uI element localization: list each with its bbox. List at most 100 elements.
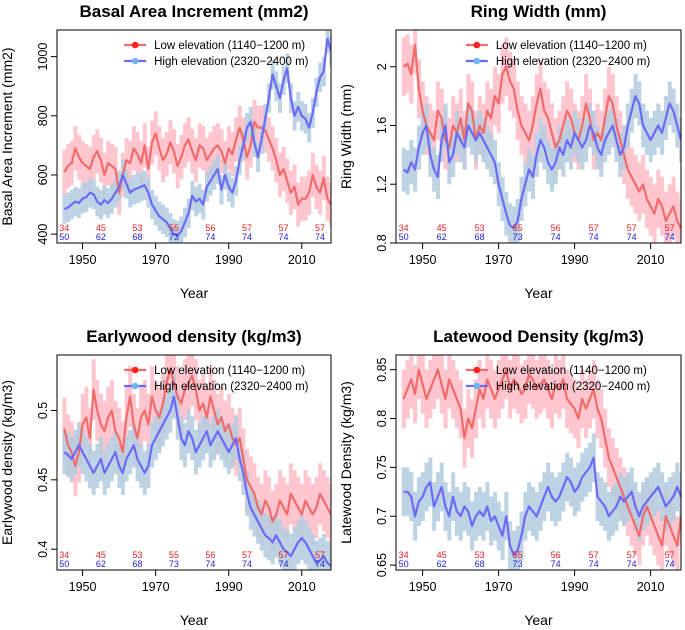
plot-data-group <box>401 30 681 243</box>
x-tick-label: 1990 <box>215 580 243 594</box>
series-line-low-elevation <box>402 43 681 229</box>
x-tick-label: 2010 <box>288 253 316 267</box>
legend-entry: High elevation (2320−2400 m) <box>496 56 651 68</box>
legend-entry: Low elevation (1140−1200 m) <box>154 40 305 52</box>
sample-count-low: 53 <box>475 223 485 233</box>
uncertainty-band-high <box>318 538 323 570</box>
sample-count-low: 53 <box>132 550 142 560</box>
sample-count-high: 74 <box>589 559 599 569</box>
sample-count-high: 73 <box>513 232 523 242</box>
sample-count-low: 45 <box>437 223 447 233</box>
x-tick-label: 1970 <box>485 580 513 594</box>
x-tick-label: 1990 <box>561 580 589 594</box>
x-tick-label: 1990 <box>215 253 243 267</box>
sample-count-high: 74 <box>589 232 599 242</box>
y-tick-label: 0.65 <box>375 553 389 577</box>
y-tick-label: 2 <box>375 63 389 70</box>
y-tick-label: 0.85 <box>375 357 389 381</box>
legend-entry: High elevation (2320−2400 m) <box>496 381 651 393</box>
sample-count-high: 73 <box>513 559 523 569</box>
sample-count-low: 34 <box>59 223 69 233</box>
sample-count-high: 50 <box>59 232 69 242</box>
sample-count-high: 50 <box>399 232 409 242</box>
panel-title: Earlywood density (kg/m3) <box>86 327 301 346</box>
x-tick-label: 2010 <box>637 253 665 267</box>
legend-entry: High elevation (2320−2400 m) <box>154 56 309 68</box>
x-tick-label: 1950 <box>69 253 97 267</box>
sample-count-low: 53 <box>475 550 485 560</box>
uncertainty-band-high <box>285 529 290 570</box>
uncertainty-band-low <box>527 355 532 404</box>
y-axis-label: Ring Width (mm) <box>338 84 354 189</box>
series-line-high-elevation <box>63 395 331 567</box>
sample-count-low: 56 <box>551 550 561 560</box>
legend-marker <box>131 57 139 65</box>
sample-count-high: 73 <box>169 559 179 569</box>
sample-count-low: 57 <box>278 223 288 233</box>
sample-count-high: 74 <box>278 232 288 242</box>
legend: Low elevation (1140−1200 m) High elevatio… <box>124 40 309 68</box>
sample-count-low: 57 <box>589 223 599 233</box>
uncertainty-band-high <box>329 543 331 570</box>
x-tick-label: 1990 <box>561 253 589 267</box>
uncertainty-band-low <box>504 355 509 399</box>
sample-count-high: 62 <box>96 559 106 569</box>
y-tick-label: 400 <box>36 224 50 245</box>
y-tick-label: 1.2 <box>375 176 389 193</box>
sample-count-low: 55 <box>513 223 523 233</box>
sample-count-low: 57 <box>589 550 599 560</box>
sample-count-low: 55 <box>513 550 523 560</box>
legend-entry: Low elevation (1140−1200 m) <box>496 365 647 377</box>
plot-frame <box>56 354 332 571</box>
x-tick-label: 1950 <box>69 580 97 594</box>
sample-count-high: 74 <box>665 559 675 569</box>
sample-count-high: 74 <box>205 559 215 569</box>
sample-count-high: 74 <box>315 559 325 569</box>
y-tick-label: 0.75 <box>375 455 389 479</box>
y-tick-label: 1000 <box>36 43 50 71</box>
series-line-low-elevation <box>63 120 331 206</box>
legend-marker <box>131 382 139 390</box>
x-tick-label: 1970 <box>485 253 513 267</box>
plot-frame <box>395 354 682 571</box>
sample-count-low: 53 <box>132 223 142 233</box>
uncertainty-band-high <box>175 220 180 243</box>
uncertainty-band-high <box>511 530 516 570</box>
sample-count-low: 45 <box>96 550 106 560</box>
sample-count-high: 62 <box>96 232 106 242</box>
y-tick-label: 0.7 <box>375 508 389 525</box>
series-line-high-elevation <box>63 37 331 237</box>
sample-counts: 34 45 53 55 56 57 57 57 50 62 68 73 74 74 74 74 <box>399 550 675 569</box>
legend-entry: Low elevation (1140−1200 m) <box>154 365 305 377</box>
plot-frame <box>56 29 332 244</box>
uncertainty-band-high <box>172 219 177 243</box>
series-line-low-elevation <box>402 368 681 547</box>
uncertainty-band-low <box>435 355 440 399</box>
sample-count-high: 74 <box>551 232 561 242</box>
chart-panel-4: 34 45 53 55 56 57 57 57 50 62 68 73 74 74 74 74 1950 1970… <box>338 327 682 628</box>
sample-count-high: 74 <box>242 232 252 242</box>
sample-count-high: 74 <box>665 232 675 242</box>
uncertainty-band-high <box>511 206 516 243</box>
y-tick-label: 0.8 <box>375 410 389 427</box>
uncertainty-band-low <box>416 355 421 399</box>
sample-count-high: 50 <box>399 559 409 569</box>
sample-count-high: 73 <box>169 232 179 242</box>
sample-count-high: 68 <box>132 232 142 242</box>
y-tick-label: 0.5 <box>36 402 50 419</box>
sample-count-low: 34 <box>59 550 69 560</box>
sample-count-low: 57 <box>315 223 325 233</box>
sample-count-low: 34 <box>399 550 409 560</box>
uncertainty-band-low <box>168 355 173 400</box>
legend-marker <box>131 366 139 374</box>
plot-data-group <box>401 355 681 570</box>
sample-count-low: 56 <box>205 223 215 233</box>
x-axis-label: Year <box>524 285 553 301</box>
uncertainty-band-high <box>310 533 315 570</box>
sample-count-low: 57 <box>665 550 675 560</box>
y-tick-label: 1.6 <box>375 117 389 134</box>
legend-marker <box>473 57 481 65</box>
series-line-low-elevation <box>63 367 331 523</box>
sample-count-high: 74 <box>205 232 215 242</box>
sample-count-low: 45 <box>437 550 447 560</box>
